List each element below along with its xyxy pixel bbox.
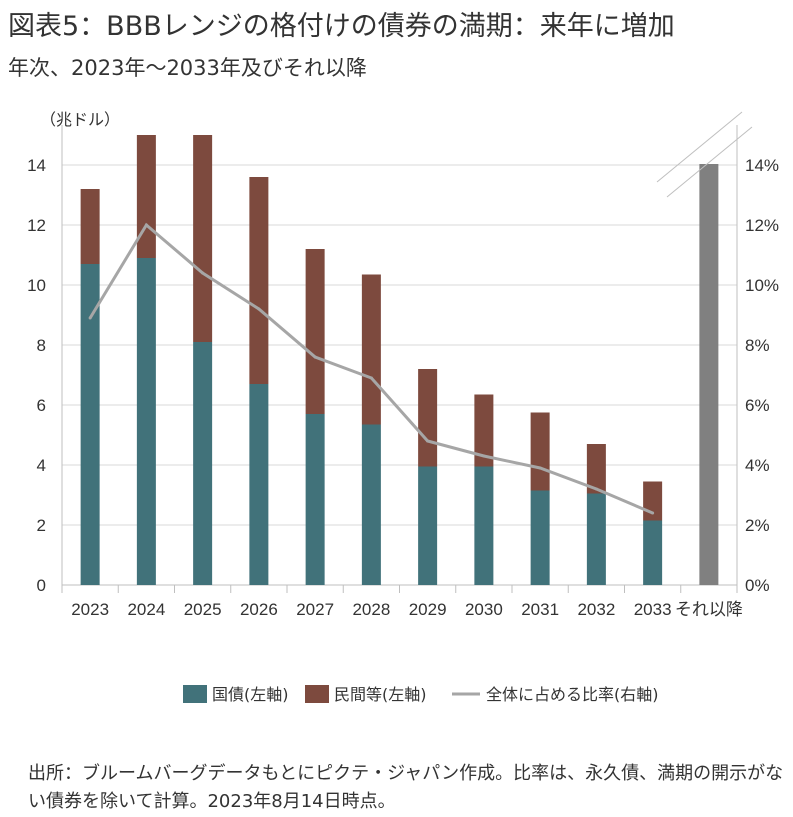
bar-gov-2033 bbox=[643, 520, 663, 585]
bar-gov-2028 bbox=[361, 424, 381, 585]
chart-area: 0 2 4 6 8 10 12 14 0% 2% 4% 6% 8% 10% 12% 14% （兆ドル） 2023 2… bbox=[27, 110, 779, 704]
x-tick-label: 2029 bbox=[409, 600, 447, 619]
bar-private-2033 bbox=[643, 481, 663, 521]
bar-private-2030 bbox=[474, 394, 494, 467]
legend-label-gov: 国債(左軸) bbox=[212, 685, 289, 704]
bar-gov-2024 bbox=[136, 258, 156, 585]
x-tick-label: 2028 bbox=[352, 600, 390, 619]
y-right-tick-label: 2% bbox=[745, 516, 770, 535]
ratio-point bbox=[369, 376, 373, 380]
bar-private-2029 bbox=[418, 369, 438, 467]
bar-gov-2030 bbox=[474, 466, 494, 585]
bar-gov-2025 bbox=[193, 342, 213, 585]
bar-private-2027 bbox=[305, 249, 325, 414]
y-left-tick-label: 10 bbox=[27, 276, 46, 295]
x-tick-label: 2024 bbox=[127, 600, 165, 619]
x-tick-label: 2027 bbox=[296, 600, 334, 619]
source-note: 出所：ブルームバーグデータもとにピクテ・ジャパン作成。比率は、永久債、満期の開示… bbox=[28, 763, 784, 812]
bar-gov-2026 bbox=[249, 384, 269, 585]
bar-private-2028 bbox=[361, 274, 381, 425]
bar-gov-2023 bbox=[80, 264, 100, 585]
y-right-tick-label: 14% bbox=[745, 156, 779, 175]
y-right-tick-label: 6% bbox=[745, 396, 770, 415]
ratio-point bbox=[651, 511, 655, 515]
bar-gov-2027 bbox=[305, 414, 325, 585]
legend-label-private: 民間等(左軸) bbox=[334, 685, 427, 704]
axis-break-mark bbox=[666, 126, 753, 198]
ratio-point bbox=[594, 487, 598, 491]
bar-gov-2031 bbox=[530, 490, 550, 585]
x-tick-label: 2023 bbox=[71, 600, 109, 619]
y-left-tick-label: 14 bbox=[27, 156, 46, 175]
bar-private-2024 bbox=[136, 135, 156, 258]
chart-title: 図表5：BBBレンジの格付けの債券の満期：来年に増加 bbox=[8, 11, 675, 42]
ratio-point bbox=[257, 307, 261, 311]
ratio-point bbox=[426, 439, 430, 443]
x-tick-label: 2026 bbox=[240, 600, 278, 619]
y-left-tick-label: 6 bbox=[37, 396, 46, 415]
y-left-tick-label: 4 bbox=[37, 456, 46, 475]
y-right-tick-label: 8% bbox=[745, 336, 770, 355]
bar-private-2026 bbox=[249, 177, 269, 384]
axis-break-mark bbox=[656, 111, 743, 183]
bar-gov-2029 bbox=[418, 466, 438, 585]
x-tick-label: 2033 bbox=[634, 600, 672, 619]
ratio-point bbox=[313, 355, 317, 359]
y-left-tick-label: 12 bbox=[27, 216, 46, 235]
x-tick-label: 2025 bbox=[184, 600, 222, 619]
y-left-unit-label: （兆ドル） bbox=[40, 110, 120, 129]
bar-private-2031 bbox=[530, 412, 550, 491]
y-left-tick-label: 8 bbox=[37, 336, 46, 355]
y-right-tick-label: 0% bbox=[745, 576, 770, 595]
ratio-point bbox=[88, 316, 92, 320]
legend-label-ratio: 全体に占める比率(右軸) bbox=[486, 685, 659, 704]
x-tick-label: 2031 bbox=[521, 600, 559, 619]
y-right-tick-label: 12% bbox=[745, 216, 779, 235]
ratio-point bbox=[201, 271, 205, 275]
x-tick-label: 2030 bbox=[465, 600, 503, 619]
ratio-point bbox=[538, 466, 542, 470]
chart-subtitle: 年次、2023年～2033年及びそれ以降 bbox=[8, 56, 367, 80]
y-right-tick-label: 10% bbox=[745, 276, 779, 295]
x-tick-label: それ以降 bbox=[675, 600, 743, 619]
y-right-tick-label: 4% bbox=[745, 456, 770, 475]
y-left-tick-label: 0 bbox=[37, 576, 46, 595]
ratio-point bbox=[144, 223, 148, 227]
bar-private-2025 bbox=[193, 135, 213, 342]
bar-private-2023 bbox=[80, 189, 100, 264]
x-tick-label: 2032 bbox=[577, 600, 615, 619]
ratio-point bbox=[482, 454, 486, 458]
legend-swatch-gov bbox=[183, 685, 207, 703]
y-left-tick-label: 2 bbox=[37, 516, 46, 535]
legend-swatch-private bbox=[305, 685, 329, 703]
bar-private-2032 bbox=[586, 444, 606, 494]
bar-gov-2032 bbox=[586, 493, 606, 585]
bar-beyond bbox=[699, 164, 719, 585]
